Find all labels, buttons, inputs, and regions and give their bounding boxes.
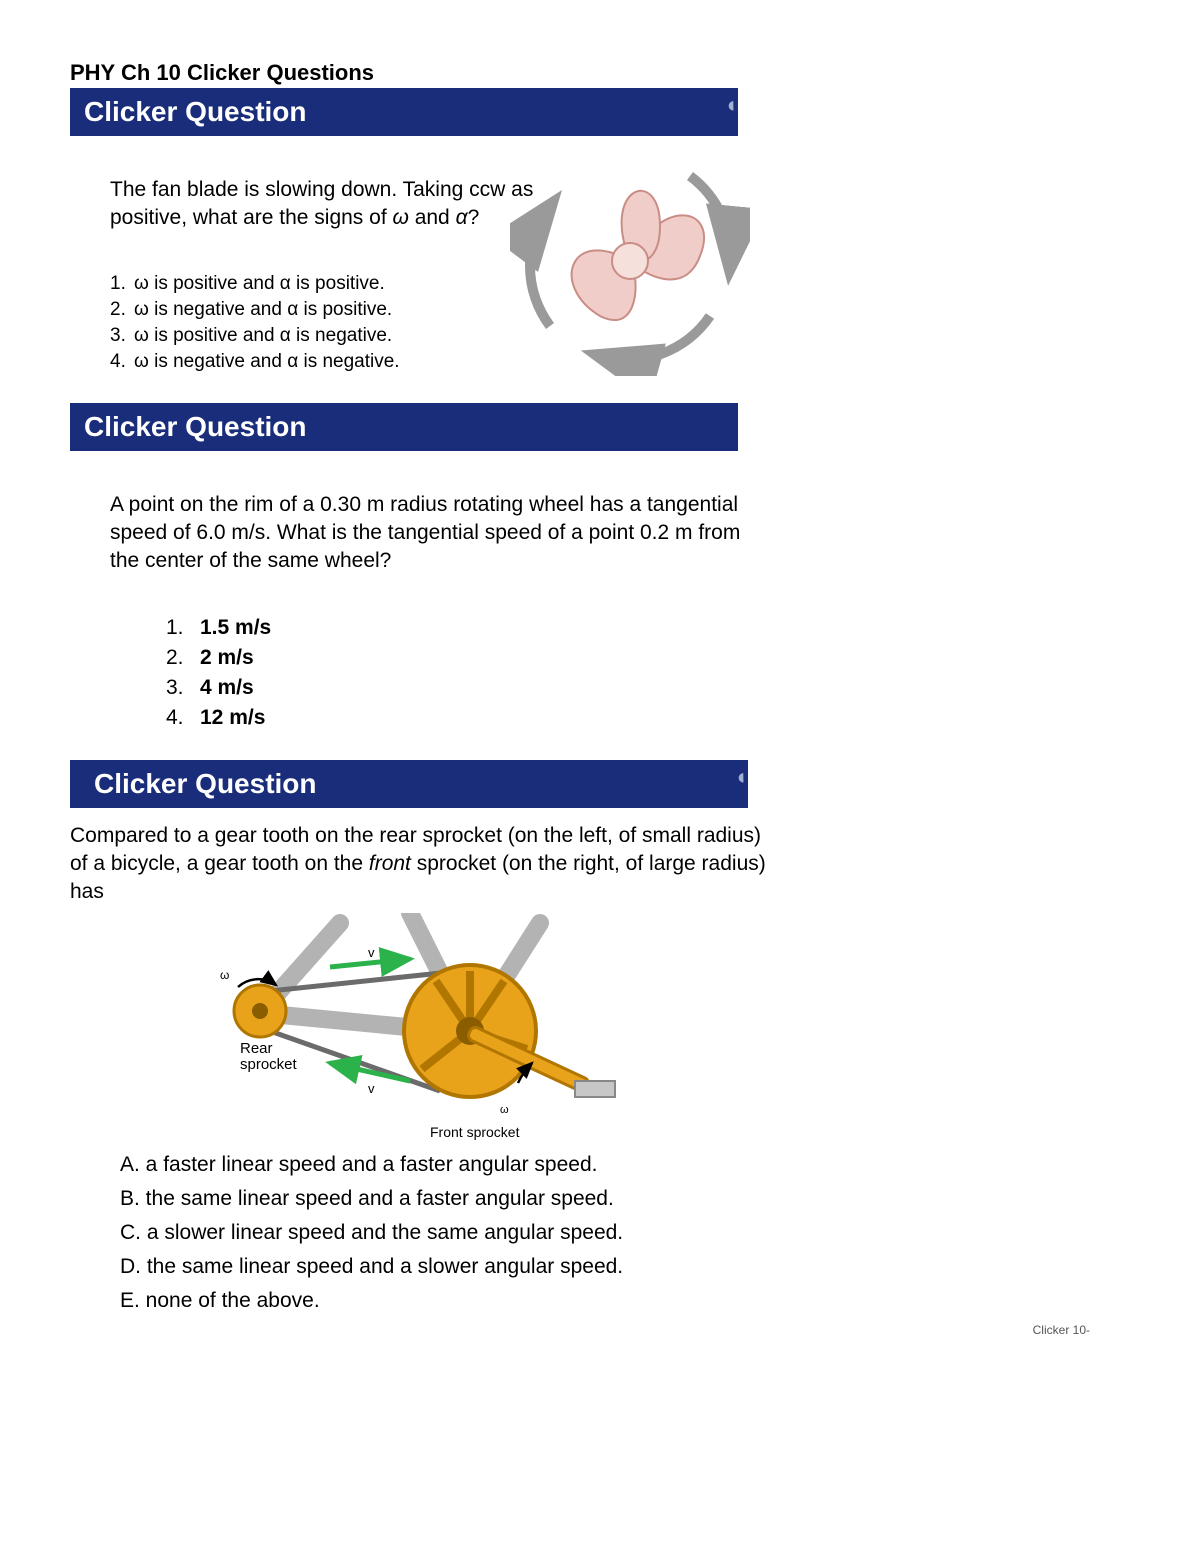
q2-prompt: A point on the rim of a 0.30 m radius ro… — [110, 491, 750, 576]
rear-label-2: sprocket — [240, 1056, 298, 1073]
clicker-banner-2: Clicker Question — [70, 403, 738, 451]
omega-rear-label: ω — [220, 968, 229, 982]
omega-symbol: ω — [393, 206, 409, 229]
q1-line1: The fan blade is slowing down. Taking cc… — [110, 178, 533, 201]
q2-option-2: 2.2 m/s — [166, 646, 750, 670]
sprocket-diagram: ω Rear sprocket v v ω Front sprocket — [180, 913, 660, 1143]
q2-option-1: 1.1.5 m/s — [166, 616, 750, 640]
banner-icon: ◐ — [727, 92, 740, 118]
q1-qmark: ? — [468, 206, 480, 229]
q3-option-c: C. a slower linear speed and the same an… — [120, 1221, 1130, 1245]
document-page: PHY Ch 10 Clicker Questions Clicker Ques… — [0, 0, 1200, 1417]
omega-front-label: ω — [500, 1104, 509, 1116]
slide-footer: Clicker 10- — [70, 1323, 1090, 1337]
q3-option-d: D. the same linear speed and a slower an… — [120, 1255, 1130, 1279]
v-label-top: v — [368, 945, 375, 960]
rotation-arrow — [530, 206, 550, 326]
q1-and: and — [409, 206, 456, 229]
q3-prompt: Compared to a gear tooth on the rear spr… — [70, 822, 770, 907]
q2-options: 1.1.5 m/s 2.2 m/s 3.4 m/s 4.12 m/s — [166, 616, 750, 730]
alpha-symbol: α — [456, 206, 468, 229]
fan-diagram — [510, 146, 750, 376]
q3-option-a: A. a faster linear speed and a faster an… — [120, 1153, 1130, 1177]
banner-label: Clicker Question — [94, 768, 317, 799]
banner-label: Clicker Question — [84, 411, 307, 442]
q3-option-e: E. none of the above. — [120, 1289, 1130, 1313]
q3-option-b: B. the same linear speed and a faster an… — [120, 1187, 1130, 1211]
banner-icon: ◐ — [737, 764, 750, 790]
rotation-arrow — [600, 316, 710, 360]
rear-label-1: Rear — [240, 1040, 273, 1057]
clicker-banner-3: Clicker Question ◐ — [70, 760, 748, 808]
velocity-arrow-top — [330, 959, 410, 967]
q2-option-4: 4.12 m/s — [166, 706, 750, 730]
banner-label: Clicker Question — [84, 96, 307, 127]
q1-line2a: positive, what are the signs of — [110, 206, 393, 229]
question-1: The fan blade is slowing down. Taking cc… — [110, 176, 750, 373]
v-label-bottom: v — [368, 1081, 375, 1096]
fan-blades — [572, 191, 704, 320]
rear-sprocket — [234, 985, 286, 1037]
q3-front-word: front — [369, 852, 411, 875]
front-sprocket-label: Front sprocket — [430, 1124, 520, 1140]
page-title: PHY Ch 10 Clicker Questions — [70, 60, 1130, 86]
q2-option-3: 3.4 m/s — [166, 676, 750, 700]
clicker-banner-1: Clicker Question ◐ — [70, 88, 738, 136]
q3-options: A. a faster linear speed and a faster an… — [120, 1153, 1130, 1313]
question-2: A point on the rim of a 0.30 m radius ro… — [110, 491, 750, 730]
